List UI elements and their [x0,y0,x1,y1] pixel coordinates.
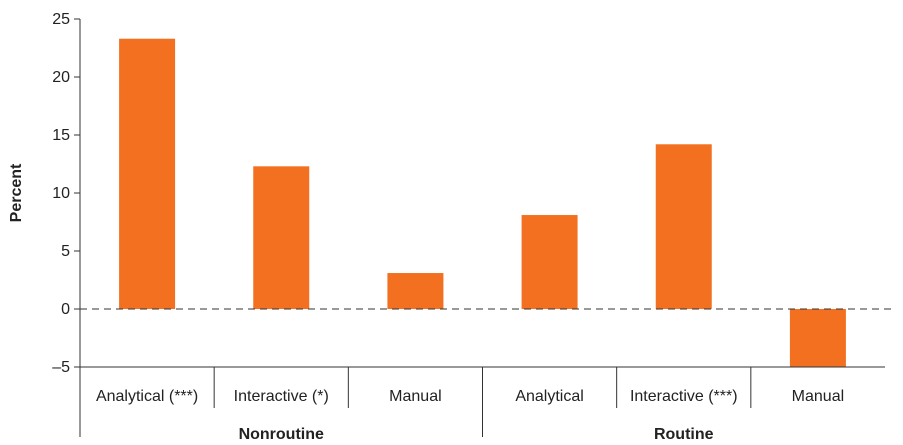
y-tick-label: –5 [52,359,70,376]
group-label: Routine [654,426,714,443]
y-tick-label: 0 [61,301,70,318]
y-tick-label: 5 [61,243,70,260]
y-tick-label: 25 [52,11,70,28]
x-axis: Analytical (***) Interactive (*) Manual Ana… [79,366,885,443]
x-tick-label: Interactive (***) [630,388,738,405]
bar [119,38,176,309]
bar [789,309,846,367]
bar [521,215,578,309]
bar [253,166,310,309]
x-tick-label: Manual [792,388,844,405]
x-tick-label: Analytical (***) [96,388,198,405]
y-axis-title: Percent [8,163,25,222]
bar [655,144,712,309]
y-tick-label: 10 [52,185,70,202]
x-tick-label: Manual [389,388,441,405]
y-tick-label: 15 [52,127,70,144]
y-tick-label: 20 [52,69,70,86]
bars [80,38,895,367]
group-label: Nonroutine [239,426,324,443]
y-axis: –5 0 5 10 15 20 25 [52,11,81,376]
x-tick-label: Interactive (*) [234,388,329,405]
x-tick-label: Analytical [515,388,583,405]
bar [387,273,444,309]
